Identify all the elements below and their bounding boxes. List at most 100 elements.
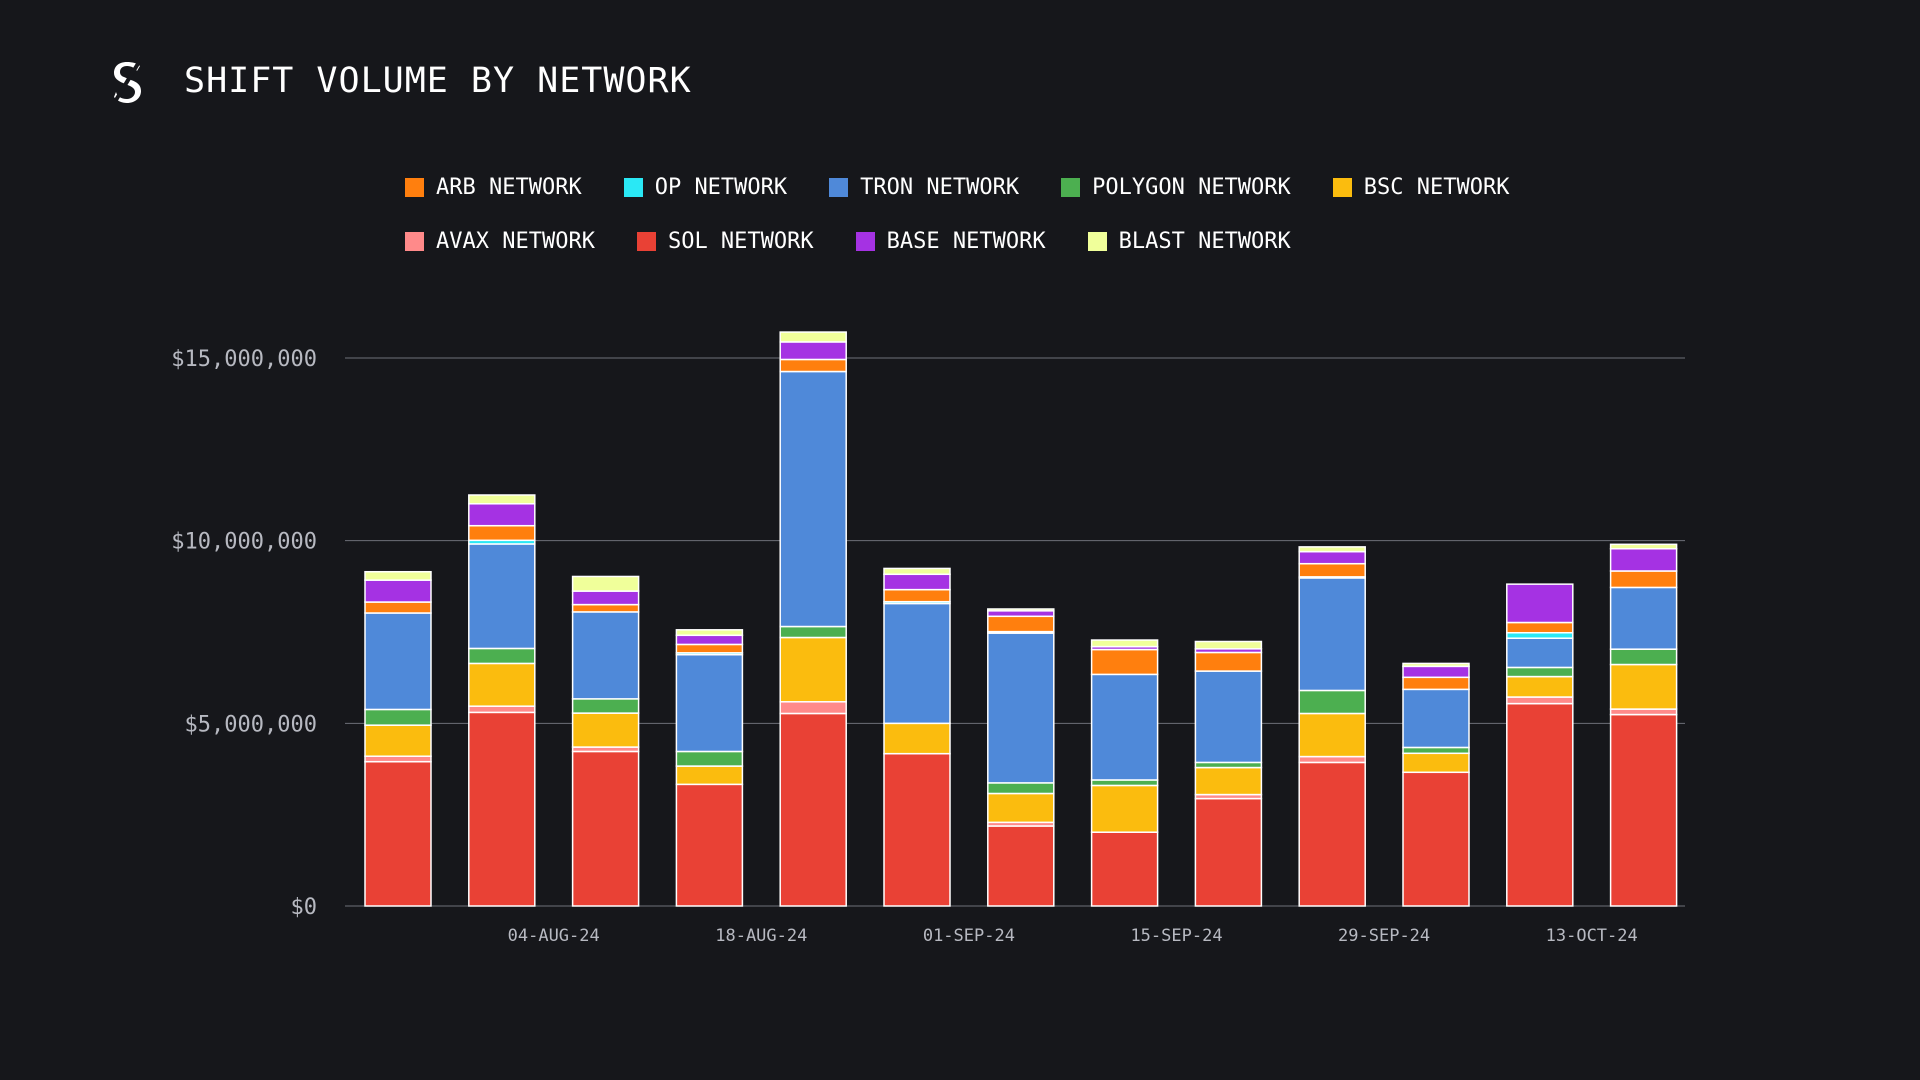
bar-segment[interactable] <box>468 662 536 707</box>
legend-item-op[interactable]: OP NETWORK <box>623 175 787 200</box>
bar-segment[interactable] <box>1298 761 1366 907</box>
bar-stack[interactable] <box>364 570 432 907</box>
bar-segment[interactable] <box>571 603 640 613</box>
bar-segment[interactable] <box>1298 755 1366 764</box>
bar-segment[interactable] <box>1609 586 1678 650</box>
bar-segment[interactable] <box>1609 713 1678 907</box>
bar-segment[interactable] <box>1506 583 1574 624</box>
legend-item-sol[interactable]: SOL NETWORK <box>636 229 814 254</box>
bar-stack[interactable] <box>779 331 847 907</box>
bar-segment[interactable] <box>1609 648 1678 666</box>
bar-segment[interactable] <box>364 579 432 603</box>
bar-segment[interactable] <box>1298 562 1366 578</box>
bar-segment[interactable] <box>1402 676 1470 691</box>
bar-segment[interactable] <box>779 341 847 361</box>
bar-segment[interactable] <box>468 711 536 907</box>
bar-segment[interactable] <box>1194 640 1263 650</box>
legend-item-arb[interactable]: ARB NETWORK <box>405 175 582 200</box>
bar-segment[interactable] <box>468 503 536 527</box>
bar-segment[interactable] <box>1402 665 1470 679</box>
bar-segment[interactable] <box>1298 577 1366 692</box>
bar-segment[interactable] <box>364 601 432 614</box>
bar-stack[interactable] <box>987 608 1055 907</box>
bar-stack[interactable] <box>1194 640 1263 907</box>
legend-item-base[interactable]: BASE NETWORK <box>855 229 1046 254</box>
bar-segment[interactable] <box>883 588 951 603</box>
bar-stack[interactable] <box>1298 546 1366 907</box>
legend-item-blast[interactable]: BLAST NETWORK <box>1087 229 1291 254</box>
legend-item-bsc[interactable]: BSC NETWORK <box>1332 175 1510 200</box>
bar-segment[interactable] <box>1090 673 1159 781</box>
bar-segment[interactable] <box>987 782 1055 795</box>
bar-segment[interactable] <box>364 612 432 711</box>
bar-stack[interactable] <box>1609 543 1678 907</box>
bar-segment[interactable] <box>1609 708 1678 716</box>
bar-stack[interactable] <box>675 629 744 907</box>
bar-segment[interactable] <box>883 602 951 725</box>
bar-segment[interactable] <box>987 825 1055 907</box>
bar-segment[interactable] <box>1506 621 1574 634</box>
bar-stack[interactable] <box>1090 639 1159 907</box>
bar-segment[interactable] <box>364 724 432 757</box>
bar-segment[interactable] <box>1298 550 1366 565</box>
bar-segment[interactable] <box>675 653 744 753</box>
bar-segment[interactable] <box>571 611 640 700</box>
bar-segment[interactable] <box>675 643 744 654</box>
bar-segment[interactable] <box>987 632 1055 784</box>
bar-segment[interactable] <box>779 636 847 703</box>
bar-segment[interactable] <box>571 750 640 907</box>
bar-segment[interactable] <box>675 634 744 646</box>
bar-segment[interactable] <box>1506 666 1574 678</box>
bar-segment[interactable] <box>1298 546 1366 553</box>
bar-segment[interactable] <box>1194 761 1263 769</box>
bar-segment[interactable] <box>883 722 951 755</box>
bar-stack[interactable] <box>1402 662 1470 907</box>
bar-segment[interactable] <box>1506 637 1574 669</box>
bar-segment[interactable] <box>1090 648 1159 676</box>
legend-item-avax[interactable]: AVAX NETWORK <box>405 229 595 254</box>
bar-segment[interactable] <box>364 708 432 726</box>
bar-segment[interactable] <box>1609 663 1678 710</box>
bar-segment[interactable] <box>571 712 640 748</box>
bar-segment[interactable] <box>675 765 744 786</box>
bar-segment[interactable] <box>987 608 1055 612</box>
bar-stack[interactable] <box>468 494 536 907</box>
bar-segment[interactable] <box>1194 766 1263 796</box>
bar-segment[interactable] <box>883 567 951 576</box>
bar-segment[interactable] <box>987 792 1055 824</box>
bar-segment[interactable] <box>1090 831 1159 907</box>
bar-stack[interactable] <box>883 567 951 907</box>
bar-segment[interactable] <box>571 698 640 714</box>
bar-segment[interactable] <box>1609 547 1678 572</box>
bar-segment[interactable] <box>468 647 536 665</box>
bar-segment[interactable] <box>675 783 744 907</box>
bar-segment[interactable] <box>1506 702 1574 907</box>
bar-segment[interactable] <box>1402 688 1470 749</box>
bar-stack[interactable] <box>1506 583 1574 907</box>
bar-segment[interactable] <box>364 755 432 763</box>
bar-segment[interactable] <box>468 543 536 650</box>
bar-segment[interactable] <box>1194 797 1263 907</box>
legend-item-tron[interactable]: TRON NETWORK <box>829 175 1019 200</box>
bar-segment[interactable] <box>1609 570 1678 589</box>
bar-segment[interactable] <box>779 625 847 639</box>
legend-item-polygon[interactable]: POLYGON NETWORK <box>1061 175 1291 200</box>
bar-segment[interactable] <box>1298 689 1366 715</box>
bar-segment[interactable] <box>1194 651 1263 672</box>
bar-segment[interactable] <box>1402 752 1470 774</box>
bar-segment[interactable] <box>883 752 951 907</box>
bar-segment[interactable] <box>675 629 744 637</box>
bar-segment[interactable] <box>468 705 536 714</box>
bar-segment[interactable] <box>364 760 432 907</box>
bar-segment[interactable] <box>883 573 951 591</box>
bar-segment[interactable] <box>779 712 847 907</box>
bar-segment[interactable] <box>779 331 847 343</box>
bar-segment[interactable] <box>987 615 1055 633</box>
bar-segment[interactable] <box>364 570 432 581</box>
bar-segment[interactable] <box>779 701 847 715</box>
bar-segment[interactable] <box>1609 543 1678 550</box>
bar-segment[interactable] <box>1090 639 1159 648</box>
bar-segment[interactable] <box>779 370 847 628</box>
bar-segment[interactable] <box>571 575 640 592</box>
bar-segment[interactable] <box>779 358 847 373</box>
